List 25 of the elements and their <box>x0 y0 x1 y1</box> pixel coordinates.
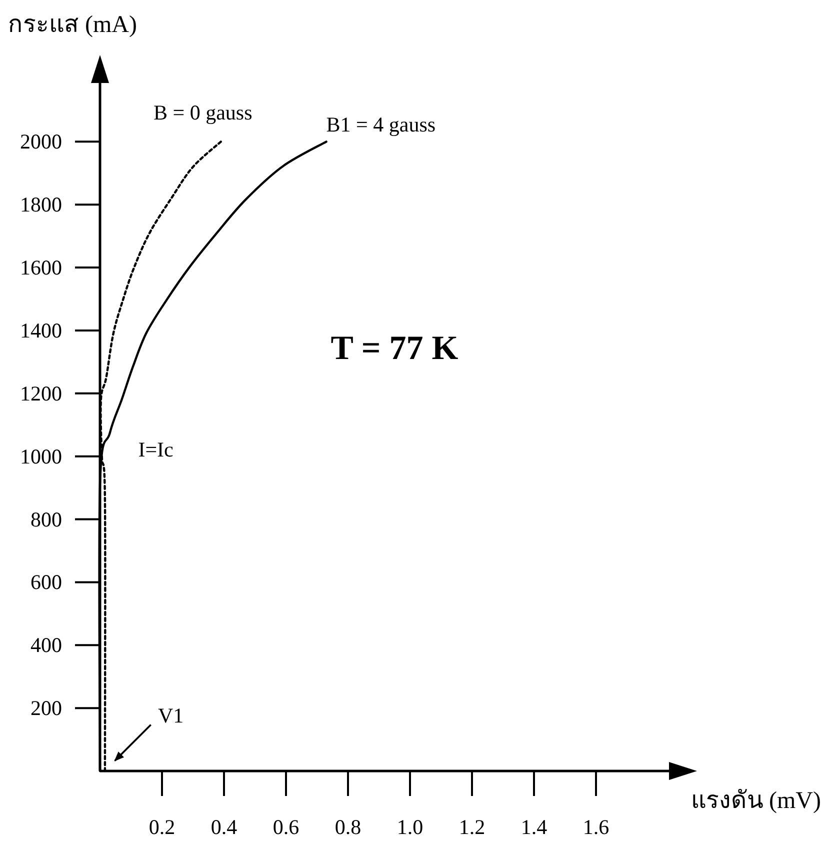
y-tick-label: 2000 <box>20 130 62 154</box>
series-label: B = 0 gauss <box>154 100 252 125</box>
annotation: I=Ic <box>138 437 174 462</box>
y-tick-label: 800 <box>30 507 62 532</box>
x-axis-title: แรงดัน (mV) <box>691 788 821 814</box>
y-tick-label: 1200 <box>20 381 62 406</box>
x-tick-label: 1.0 <box>396 815 424 839</box>
y-tick-label: 600 <box>30 570 62 594</box>
y-axis-title: กระแส (mA) <box>8 12 137 38</box>
y-tick-label: 1600 <box>20 256 62 280</box>
y-tick-label: 200 <box>30 696 62 720</box>
y-tick-label: 1800 <box>20 192 62 217</box>
y-tick-label: 400 <box>30 633 62 658</box>
series-label: B1 = 4 gauss <box>326 112 436 137</box>
x-tick-label: 0.6 <box>272 815 300 839</box>
x-tick-label: 0.8 <box>334 815 362 839</box>
x-tick-label: 1.6 <box>582 815 610 839</box>
x-tick-label: 0.4 <box>210 815 238 839</box>
x-tick-label: 1.4 <box>520 815 548 839</box>
annotation: T = 77 K <box>330 330 459 367</box>
x-tick-label: 0.2 <box>148 815 176 839</box>
y-tick-label: 1000 <box>20 444 62 468</box>
x-tick-label: 1.2 <box>458 815 486 839</box>
annotation: V1 <box>158 704 184 728</box>
y-tick-label: 1400 <box>20 318 62 342</box>
